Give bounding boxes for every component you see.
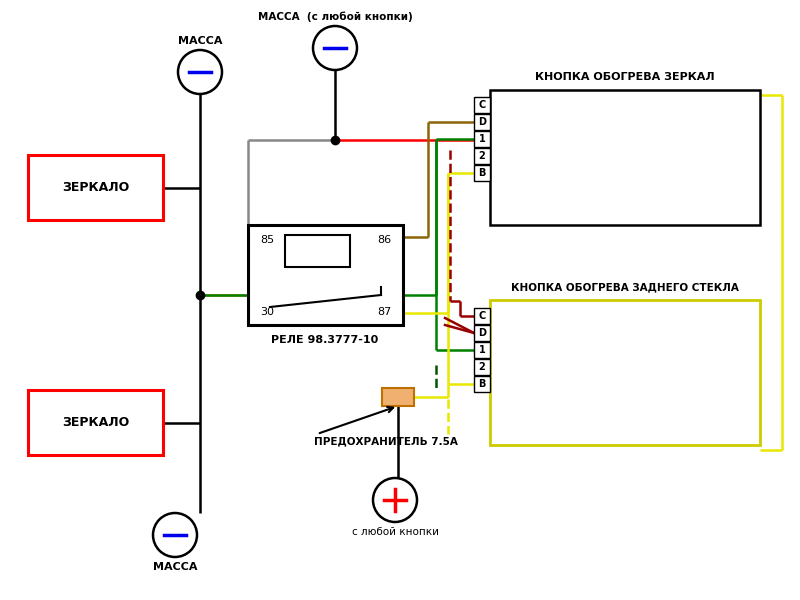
- Text: 86: 86: [377, 235, 391, 245]
- Text: B: B: [478, 168, 486, 178]
- Text: КНОПКА ОБОГРЕВА ЗАДНЕГО СТЕКЛА: КНОПКА ОБОГРЕВА ЗАДНЕГО СТЕКЛА: [511, 282, 739, 292]
- Text: 2: 2: [478, 362, 486, 372]
- Text: 30: 30: [260, 307, 274, 317]
- Bar: [474, 376, 490, 392]
- Bar: [474, 359, 490, 375]
- Text: 1: 1: [478, 134, 486, 144]
- Bar: [490, 300, 760, 445]
- Text: с любой кнопки: с любой кнопки: [351, 527, 438, 537]
- Text: C: C: [478, 311, 486, 321]
- Text: МАССА: МАССА: [178, 36, 222, 46]
- Text: 85: 85: [260, 235, 274, 245]
- Text: РЕЛЕ 98.3777-10: РЕЛЕ 98.3777-10: [271, 335, 378, 345]
- Bar: [285, 235, 350, 267]
- Text: ЗЕРКАЛО: ЗЕРКАЛО: [62, 416, 129, 429]
- Text: МАССА: МАССА: [153, 562, 198, 572]
- Text: КНОПКА ОБОГРЕВА ЗЕРКАЛ: КНОПКА ОБОГРЕВА ЗЕРКАЛ: [535, 72, 715, 82]
- Bar: [28, 155, 163, 220]
- Text: 1: 1: [478, 345, 486, 355]
- Bar: [248, 225, 403, 325]
- Text: B: B: [478, 379, 486, 389]
- Text: 2: 2: [478, 151, 486, 161]
- Bar: [474, 131, 490, 147]
- Bar: [474, 342, 490, 358]
- Bar: [474, 325, 490, 341]
- Bar: [474, 97, 490, 113]
- Text: D: D: [478, 117, 486, 127]
- Bar: [474, 148, 490, 164]
- Text: 87: 87: [377, 307, 391, 317]
- Bar: [28, 390, 163, 455]
- Text: МАССА  (с любой кнопки): МАССА (с любой кнопки): [258, 11, 412, 22]
- Bar: [474, 165, 490, 181]
- Text: D: D: [478, 328, 486, 338]
- Text: ПРЕДОХРАНИТЕЛЬ 7.5А: ПРЕДОХРАНИТЕЛЬ 7.5А: [314, 436, 458, 446]
- Text: ЗЕРКАЛО: ЗЕРКАЛО: [62, 181, 129, 194]
- Bar: [474, 308, 490, 324]
- Bar: [490, 90, 760, 225]
- Text: C: C: [478, 100, 486, 110]
- Bar: [382, 388, 414, 406]
- Bar: [474, 114, 490, 130]
